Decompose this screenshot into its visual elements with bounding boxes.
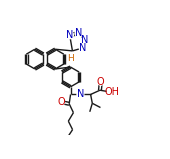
Text: N: N [79,43,87,53]
Text: O: O [97,77,105,87]
Circle shape [81,37,89,44]
Circle shape [58,99,64,106]
Text: N: N [75,28,83,38]
Circle shape [68,55,74,62]
Text: N: N [77,90,84,100]
Circle shape [75,30,83,37]
Text: N: N [81,35,89,45]
Circle shape [77,91,84,98]
Text: O: O [57,97,65,107]
Circle shape [97,78,104,85]
Circle shape [66,31,73,39]
Circle shape [107,88,116,96]
Circle shape [79,44,87,52]
Text: OH: OH [104,87,119,97]
Text: H: H [67,54,74,63]
Text: N: N [66,30,73,40]
